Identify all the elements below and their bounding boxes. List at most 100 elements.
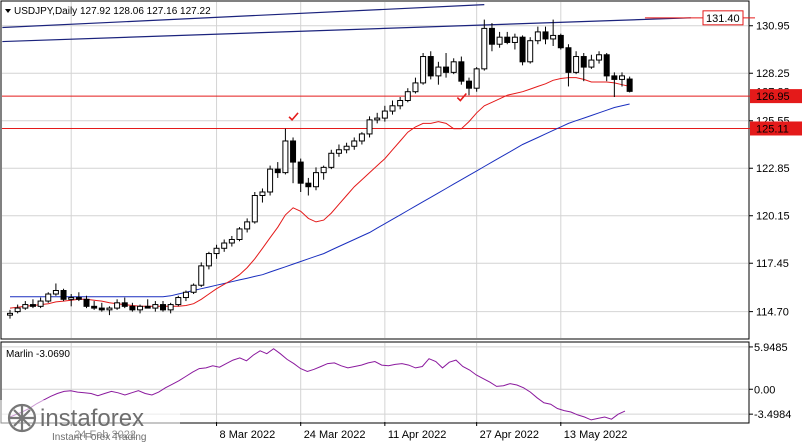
candle-body [335,149,342,154]
candle-body [182,291,189,299]
candle-body [420,56,427,84]
price-tick-label: 120.15 [756,211,790,223]
candle-body [397,100,404,107]
candle-body [259,191,266,197]
candle-body [565,47,572,73]
candle-body [320,166,327,174]
candle-body [481,27,488,70]
checkmarks [288,92,467,122]
main-panel-frame [0,0,750,340]
candle-body [435,66,442,77]
candle-body [45,293,52,302]
candle-body [274,168,281,174]
candle-body [22,304,29,309]
candle-body [7,312,13,316]
candles [7,19,633,319]
marlin-line [9,348,626,421]
level-label: 131.40 [706,13,740,25]
candle-body [404,91,411,102]
collapse-arrow-icon[interactable] [5,9,11,13]
candle-body [550,34,557,40]
candle-body [626,78,633,92]
candle-body [534,31,541,42]
moving-averages [9,77,630,309]
candle-body [580,56,587,68]
date-tick-label: 11 Apr 2022 [388,429,447,441]
candle-body [412,82,419,93]
candle-body [527,40,534,63]
candle-body [458,61,465,82]
candle-body [596,54,603,61]
indicator-axis: 5.9485 0.00 -3.4984 [749,342,791,421]
candle-body [313,172,319,188]
candle-body [389,105,396,112]
candle-body [29,304,36,307]
candle-body [98,307,105,311]
candle-body [175,297,182,306]
candle-body [450,61,457,73]
candle-body [68,297,75,300]
candle-body [52,290,59,295]
instaforex-tagline: Instant Forex Trading [52,432,147,443]
level-label-box [750,89,802,104]
candle-body [328,152,335,168]
candle-body [60,290,67,300]
candle-body [557,34,564,49]
candle-body [137,305,144,311]
candle-body [290,140,297,163]
indicator-title: Marlin -3.0690 [6,349,70,360]
candle-body [619,75,625,80]
candle-body [129,305,136,311]
candle-body [190,284,197,293]
candle-body [37,300,44,307]
price-tick-label: 122.85 [756,163,790,175]
candle-body [573,56,580,73]
candle-body [542,31,549,40]
candle-body [588,59,595,68]
candle-body [251,195,258,223]
candle-body [144,305,151,309]
candle-body [511,36,518,43]
candle-body [297,161,304,184]
instaforex-logo: instaforex Instant Forex Trading [0,400,180,445]
channel-top-a-line [2,4,485,29]
ma-blue-line [10,103,630,298]
candle-body [282,140,289,174]
candle-body [198,265,205,286]
price-axis: 130.95128.25125.55122.85120.15117.45114.… [702,10,802,319]
candle-body [358,133,365,142]
candle-body [228,238,235,244]
instaforex-logo-icon [7,403,37,433]
level-label-box [750,121,802,136]
candle-body [343,145,350,151]
indicator-tick-label: 0.00 [754,384,775,396]
candle-body [267,168,274,193]
channel-top-b-line [2,17,691,43]
date-tick-label: 24 Mar 2022 [304,429,366,441]
candle-body [236,228,243,240]
date-tick-label: 13 May 2022 [564,429,628,441]
candle-body [366,119,373,135]
candle-body [91,305,98,309]
candle-body [374,117,381,121]
candle-body [167,304,174,311]
candle-body [603,54,610,77]
chart-title: USDJPY,Daily 127.92 128.06 127.16 127.22 [14,6,211,17]
candle-body [213,247,220,255]
price-tick-label: 128.25 [756,68,790,80]
level-label: 125.11 [756,123,789,135]
candle-body [152,304,159,309]
candle-body [305,182,312,188]
candle-body [114,302,121,309]
checkmark-icon [456,92,467,102]
candle-body [466,80,472,89]
candle-body [427,56,434,77]
candle-body [106,307,113,311]
candle-body [504,36,511,43]
indicator-tick-label: -3.4984 [754,409,791,421]
candle-body [121,302,128,307]
candle-body [611,75,618,80]
grid-indicator [2,343,748,422]
indicator-tick-label: 5.9485 [754,342,788,354]
